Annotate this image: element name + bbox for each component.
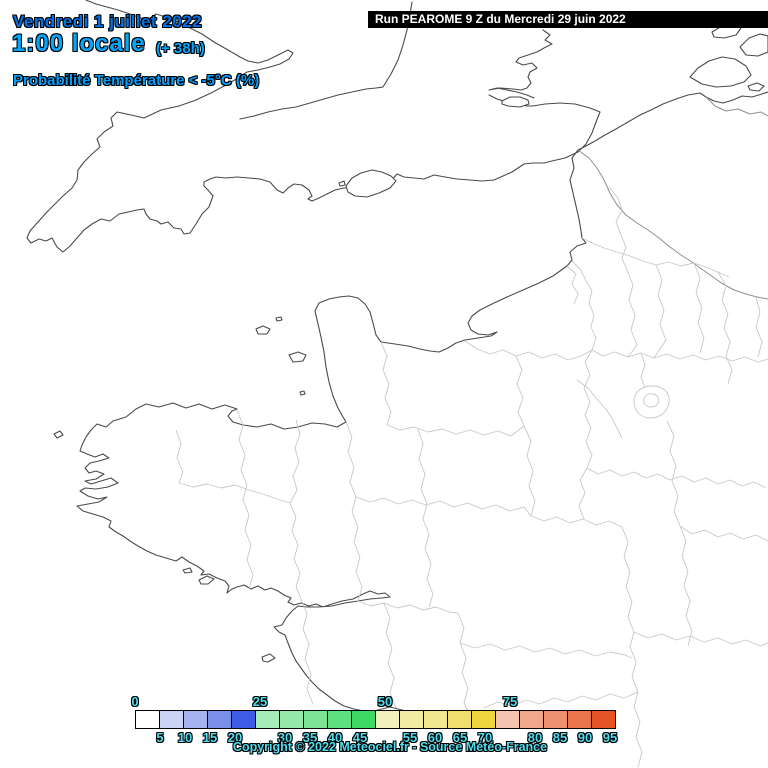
forecast-offset-label: (+ 38h) xyxy=(156,40,205,57)
legend-cell-90 xyxy=(567,710,592,729)
legend-cell-15 xyxy=(207,710,232,729)
legend-tick-0: 0 xyxy=(131,694,139,709)
legend-cell-5 xyxy=(159,710,184,729)
border-france-belgium xyxy=(577,149,768,300)
zeeland-island-2 xyxy=(739,33,768,57)
legend-tick-95: 95 xyxy=(602,730,618,745)
zeeland-island-5 xyxy=(747,82,765,92)
groix-island xyxy=(182,567,193,574)
legend-tick-30: 30 xyxy=(277,730,293,745)
chausey-island xyxy=(299,390,306,396)
legend-cell-25 xyxy=(255,710,280,729)
legend-tick-25: 25 xyxy=(252,694,268,709)
coastline-bristol-channel xyxy=(239,1,413,120)
jersey-island xyxy=(288,351,307,363)
legend-cell-20 xyxy=(231,710,256,729)
local-time-label: 1:00 locale xyxy=(12,30,146,57)
legend-tick-45: 45 xyxy=(352,730,368,745)
legend-tick-85: 85 xyxy=(552,730,568,745)
legend-cell-95 xyxy=(591,710,616,729)
legend-tick-60: 60 xyxy=(427,730,443,745)
isle-of-wight-needles xyxy=(338,180,346,187)
coastlines xyxy=(26,0,768,714)
legend-cell-85 xyxy=(543,710,568,729)
border-belgium-netherlands xyxy=(705,96,768,117)
legend-tick-20: 20 xyxy=(227,730,243,745)
coastline-belgium xyxy=(577,91,768,151)
sheppey-island xyxy=(501,96,530,108)
legend-cell-50 xyxy=(375,710,400,729)
belle-ile-island xyxy=(198,575,215,585)
model-run-banner: Run PEAROME 9 Z du Mercredi 29 juin 2022 xyxy=(368,11,768,28)
copyright-label: Copyright © 2022 Meteociel.fr - Source M… xyxy=(232,740,548,754)
ouessant-island xyxy=(53,430,64,439)
legend-cell-80 xyxy=(519,710,544,729)
legend-tick-35: 35 xyxy=(302,730,318,745)
department-borders xyxy=(175,186,768,768)
legend-cell-45 xyxy=(351,710,376,729)
legend-tick-50: 50 xyxy=(377,694,393,709)
legend-cell-10 xyxy=(183,710,208,729)
coastline-france xyxy=(76,149,587,714)
zeeland-island-1 xyxy=(689,56,752,88)
legend-cell-75 xyxy=(495,710,520,729)
legend-cell-65 xyxy=(447,710,472,729)
alderney-island xyxy=(275,316,283,322)
legend-tick-10: 10 xyxy=(177,730,193,745)
date-label: Vendredi 1 juillet 2022 xyxy=(13,12,203,31)
legend-cell-35 xyxy=(303,710,328,729)
national-borders xyxy=(577,96,768,300)
isle-of-wight xyxy=(345,169,397,198)
legend-cell-60 xyxy=(423,710,448,729)
legend-cell-0 xyxy=(135,710,160,729)
coastline-england xyxy=(26,0,601,253)
legend-cell-40 xyxy=(327,710,352,729)
map-parameter-title: Probabilité Température < -5°C (%) xyxy=(13,72,260,89)
legend-tick-55: 55 xyxy=(402,730,418,745)
legend-cells xyxy=(135,710,616,729)
legend-cell-55 xyxy=(399,710,424,729)
legend-tick-5: 5 xyxy=(156,730,164,745)
coastline-thames-estuary xyxy=(488,29,553,99)
legend-cell-70 xyxy=(471,710,496,729)
legend-cell-30 xyxy=(279,710,304,729)
guernsey-island xyxy=(255,325,271,335)
legend-tick-70: 70 xyxy=(477,730,493,745)
yeu-island xyxy=(261,653,276,663)
legend-tick-90: 90 xyxy=(577,730,593,745)
legend-tick-75: 75 xyxy=(502,694,518,709)
legend-tick-40: 40 xyxy=(327,730,343,745)
legend-tick-15: 15 xyxy=(202,730,218,745)
legend-tick-80: 80 xyxy=(527,730,543,745)
legend-tick-65: 65 xyxy=(452,730,468,745)
